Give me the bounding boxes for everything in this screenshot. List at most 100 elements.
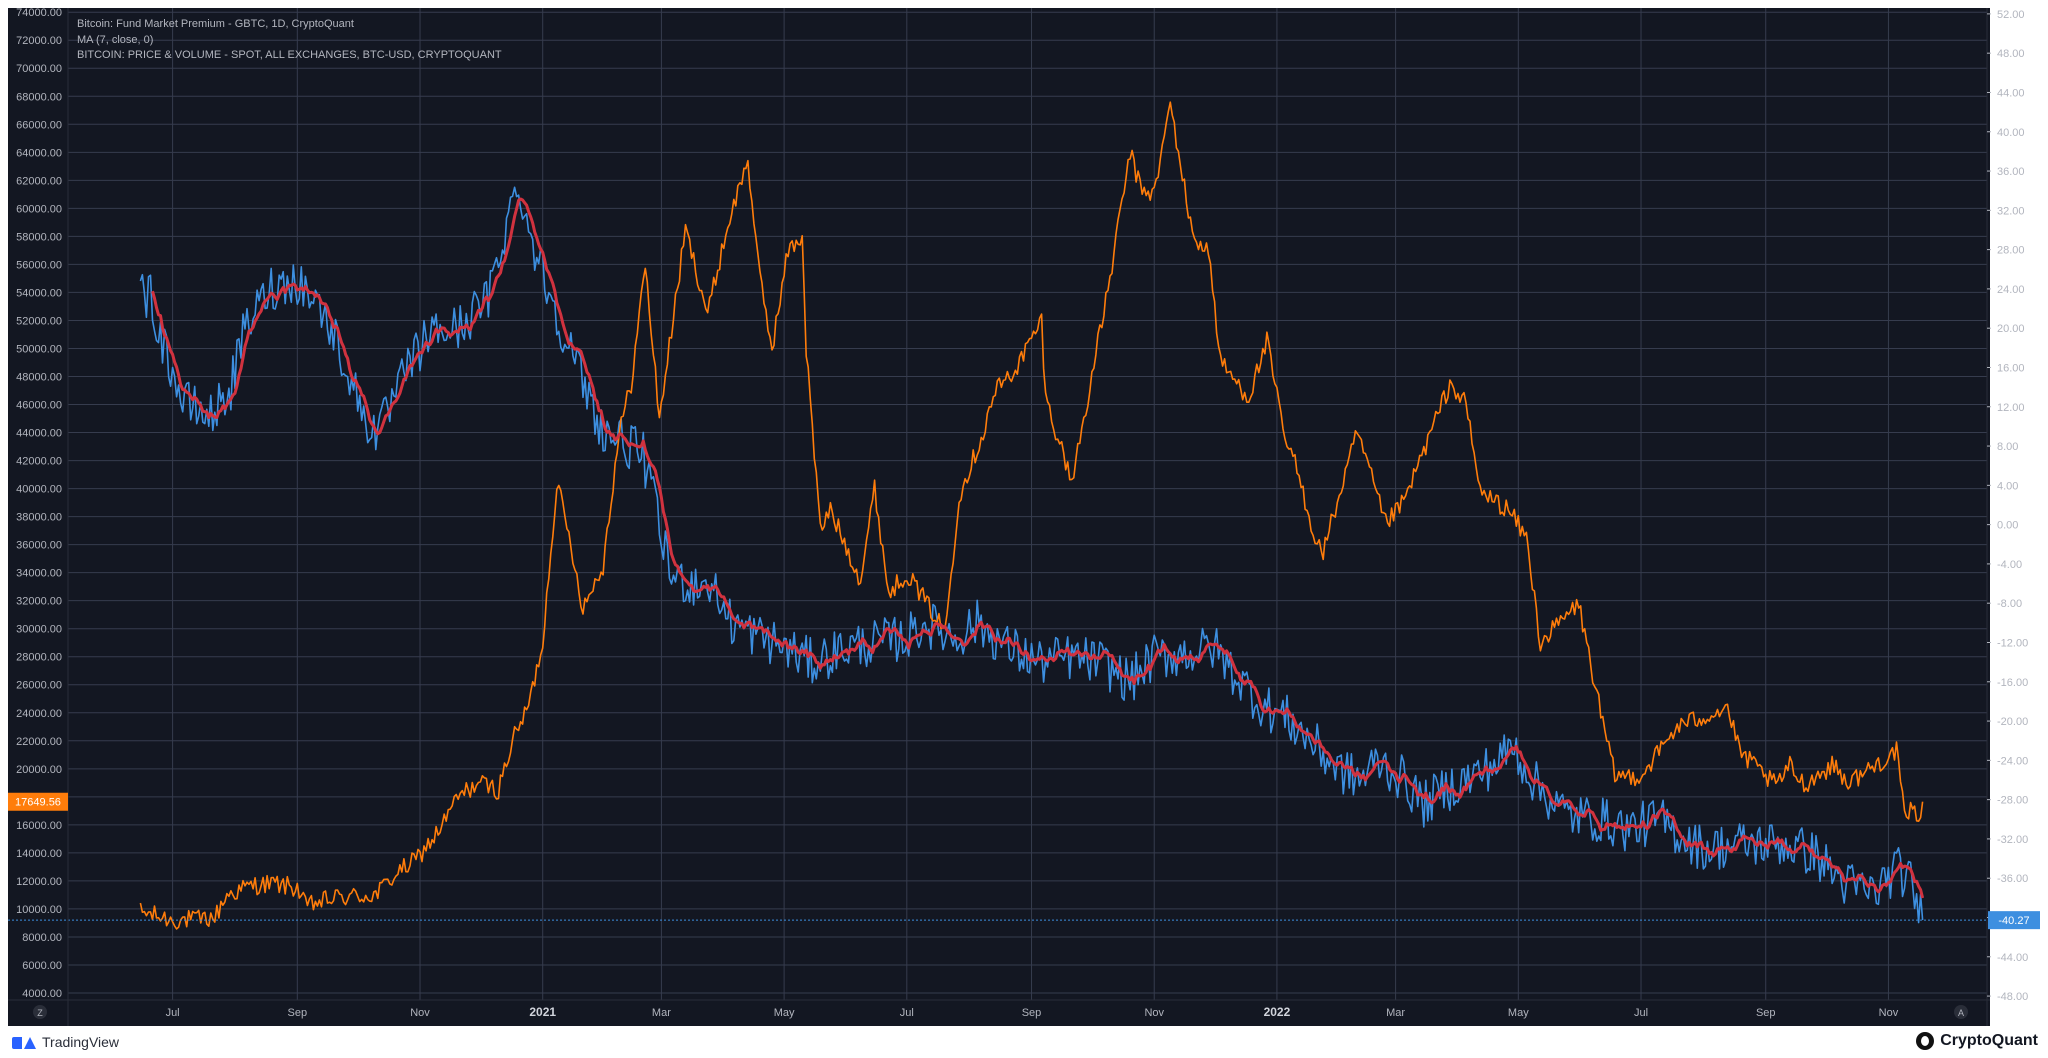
y-right-tick-label: 28.00: [1997, 245, 2025, 257]
y-right-tick-label: 44.00: [1997, 87, 2025, 99]
y-left-tick-label: 4000.00: [22, 988, 62, 1000]
y-right-tick-label: 32.00: [1997, 205, 2025, 217]
x-tick-label: Sep: [1022, 1007, 1042, 1019]
x-tick-label: Nov: [1144, 1007, 1164, 1019]
y-left-tick-label: 40000.00: [16, 484, 62, 496]
y-left-tick-label: 30000.00: [16, 624, 62, 636]
y-left-tick-label: 44000.00: [16, 428, 62, 440]
y-left-tick-label: 24000.00: [16, 708, 62, 720]
right-corner-label: A: [1958, 1008, 1964, 1018]
grid-lines: [68, 8, 1987, 1000]
y-right-tick-label: -32.00: [1997, 834, 2028, 846]
y-right-tick-label: -12.00: [1997, 637, 2028, 649]
y-right-tick-label: -4.00: [1997, 559, 2022, 571]
y-left-tick-label: 32000.00: [16, 596, 62, 608]
y-right-tick-label: -16.00: [1997, 677, 2028, 689]
y-left-tick-label: 48000.00: [16, 371, 62, 383]
y-left-tick-label: 36000.00: [16, 540, 62, 552]
y-left-tick-label: 72000.00: [16, 35, 62, 47]
y-right-tick-label: 36.00: [1997, 166, 2025, 178]
y-left-tick-label: 74000.00: [16, 7, 62, 19]
legend: Bitcoin: Fund Market Premium - GBTC, 1D,…: [77, 18, 502, 61]
tradingview-brand[interactable]: TradingView: [12, 1032, 119, 1052]
left-corner-label: Z: [37, 1008, 43, 1018]
y-left-tick-label: 56000.00: [16, 259, 62, 271]
y-right-tick-label: 48.00: [1997, 48, 2025, 60]
y-right-tick-label: 16.00: [1997, 362, 2025, 374]
x-tick-label: 2022: [1264, 1005, 1291, 1019]
tradingview-brand-label: TradingView: [42, 1034, 120, 1050]
cryptoquant-logo-icon: [1916, 1032, 1935, 1050]
y-right-tick-label: 24.00: [1997, 284, 2025, 296]
y-left-tick-label: 12000.00: [16, 876, 62, 888]
cryptoquant-brand[interactable]: CryptoQuant: [1916, 1030, 2038, 1052]
y-right-tick-label: -36.00: [1997, 873, 2028, 885]
legend-line-2: MA (7, close, 0): [77, 34, 153, 46]
y-left-tick-label: 58000.00: [16, 231, 62, 243]
y-left-tick-label: 64000.00: [16, 147, 62, 159]
y-left-tick-label: 8000.00: [22, 932, 62, 944]
y-right-tick-label: 0.00: [1997, 520, 2018, 532]
y-left-tick-label: 28000.00: [16, 652, 62, 664]
right-corner-button[interactable]: A: [1954, 1005, 1968, 1019]
cryptoquant-brand-label: CryptoQuant: [1940, 1032, 2038, 1049]
x-tick-label: Nov: [1879, 1007, 1899, 1019]
y-right-tick-label: 4.00: [1997, 480, 2018, 492]
legend-line-3: BITCOIN: PRICE & VOLUME - SPOT, ALL EXCH…: [77, 49, 502, 61]
y-left-tick-label: 66000.00: [16, 119, 62, 131]
y-right-tick-label: 8.00: [1997, 441, 2018, 453]
x-tick-label: 2021: [529, 1005, 556, 1019]
y-right-tick-label: 40.00: [1997, 127, 2025, 139]
legend-line-1: Bitcoin: Fund Market Premium - GBTC, 1D,…: [77, 18, 354, 30]
y-left-tick-label: 62000.00: [16, 175, 62, 187]
y-left-tick-label: 26000.00: [16, 680, 62, 692]
x-tick-label: Mar: [1386, 1007, 1405, 1019]
premium-current-value: -40.27: [1998, 915, 2029, 927]
x-tick-label: Sep: [1756, 1007, 1776, 1019]
y-right-tick-label: 12.00: [1997, 402, 2025, 414]
y-right-tick-label: 20.00: [1997, 323, 2025, 335]
premium-current-badge-bg: [1988, 911, 2040, 930]
y-left-tick-label: 10000.00: [16, 904, 62, 916]
y-left-tick-label: 16000.00: [16, 820, 62, 832]
y-right-tick-label: -48.00: [1997, 991, 2028, 1003]
y-left-tick-label: 52000.00: [16, 315, 62, 327]
left-corner-button[interactable]: Z: [33, 1005, 47, 1019]
chart-canvas[interactable]: 74000.00 72000.00 70000.00 68000.00 66000.00…: [0, 0, 2048, 1028]
y-left-tick-label: 34000.00: [16, 568, 62, 580]
price-current-badge: 17649.56: [8, 792, 68, 811]
x-tick-label: Jul: [900, 1007, 914, 1019]
y-right-tick-label: -24.00: [1997, 755, 2028, 767]
y-left-tick-label: 42000.00: [16, 456, 62, 468]
x-tick-label: May: [1508, 1007, 1529, 1019]
tradingview-logo-icon: [12, 1035, 36, 1049]
y-right-tick-label: -8.00: [1997, 598, 2022, 610]
y-left-tick-label: 54000.00: [16, 287, 62, 299]
price-current-value: 17649.56: [15, 797, 61, 809]
premium-current-badge: -40.27: [1988, 911, 2040, 930]
x-tick-label: May: [774, 1007, 795, 1019]
y-left-tick-label: 60000.00: [16, 203, 62, 215]
price-current-badge-bg: [8, 792, 68, 811]
y-right-tick-label: -44.00: [1997, 952, 2028, 964]
series-line-moving-average: [151, 197, 1925, 899]
y-left-tick-label: 70000.00: [16, 63, 62, 75]
x-tick-label: Sep: [288, 1007, 308, 1019]
y-left-tick-label: 46000.00: [16, 400, 62, 412]
axis-layer: 74000.00 72000.00 70000.00 68000.00 66000.00…: [8, 7, 2040, 1026]
y-right-tick-label: -20.00: [1997, 716, 2028, 728]
y-right-tick-label: 52.00: [1997, 9, 2025, 21]
y-right-tick-label: -28.00: [1997, 795, 2028, 807]
series-layer: [8, 101, 1987, 930]
y-left-tick-label: 68000.00: [16, 91, 62, 103]
y-left-tick-label: 20000.00: [16, 764, 62, 776]
y-left-tick-label: 38000.00: [16, 512, 62, 524]
x-tick-label: Jul: [1634, 1007, 1648, 1019]
y-left-tick-label: 22000.00: [16, 736, 62, 748]
series-line-price: [139, 101, 1924, 930]
x-tick-label: Jul: [166, 1007, 180, 1019]
x-tick-label: Mar: [652, 1007, 671, 1019]
y-left-tick-label: 6000.00: [22, 960, 62, 972]
y-left-tick-label: 50000.00: [16, 343, 62, 355]
